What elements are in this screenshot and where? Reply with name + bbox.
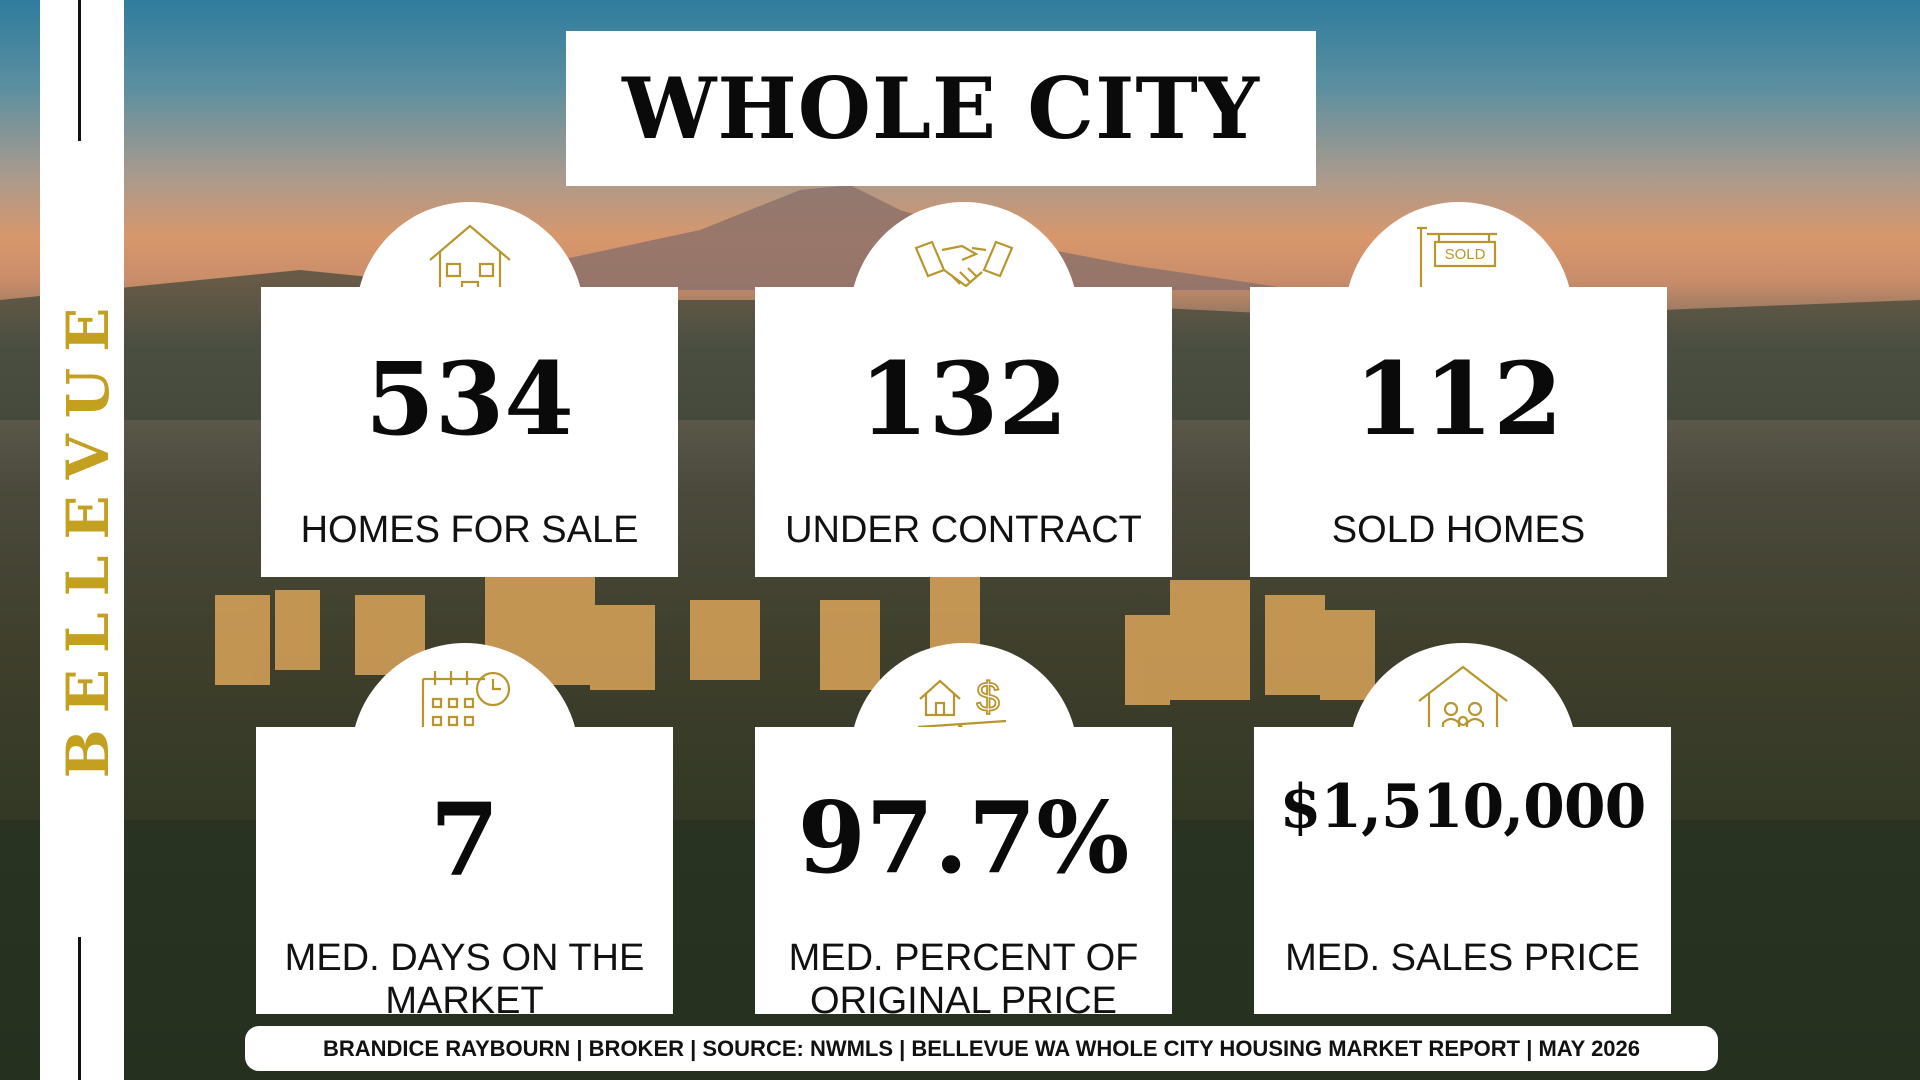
side-band [40, 0, 124, 1080]
stat-label: MED. PERCENT OF ORIGINAL PRICE [788, 937, 1139, 1022]
stat-label: HOMES FOR SALE [300, 509, 639, 551]
stat-card: $ 97.7% MED. PERCENT OF ORIGINAL PRICE [755, 643, 1172, 1022]
card-body: 132 UNDER CONTRACT [755, 287, 1172, 577]
stat-label: MED. SALES PRICE [1285, 937, 1640, 979]
price-scale-icon: $ [917, 672, 1006, 739]
divider [78, 937, 81, 1080]
card-body: 112 SOLD HOMES [1250, 287, 1667, 577]
title: WHOLE CITY [622, 59, 1260, 158]
stat-value: 132 [859, 340, 1068, 458]
stat-card: $1,510,000 MED. SALES PRICE [1254, 643, 1671, 1014]
card-body: 534 HOMES FOR SALE [261, 287, 678, 577]
stat-value: 112 [1354, 340, 1563, 458]
card-body: 7 MED. DAYS ON THE MARKET [256, 727, 673, 1022]
stat-card: 132 UNDER CONTRACT [755, 202, 1172, 577]
card-body: $1,510,000 MED. SALES PRICE [1254, 727, 1671, 1014]
icon-glyph: $ [976, 673, 999, 720]
stat-value: 97.7% [797, 781, 1130, 896]
title-box: WHOLE CITY [566, 31, 1316, 186]
stat-card: SOLD 112 SOLD HOMES [1250, 202, 1667, 577]
handshake-icon [914, 240, 1013, 288]
side-label: BELLEVUE [54, 291, 122, 779]
icon-glyph: SOLD [1444, 246, 1485, 263]
divider [78, 0, 81, 141]
stat-label: UNDER CONTRACT [785, 509, 1142, 551]
footer: BRANDICE RAYBOURN | BROKER | SOURCE: NWM… [245, 1026, 1718, 1071]
stat-label: SOLD HOMES [1331, 509, 1586, 551]
stat-value: 534 [365, 340, 574, 458]
stat-value: 7 [429, 781, 500, 899]
stat-value: $1,510,000 [1279, 772, 1647, 842]
stat-card: 534 HOMES FOR SALE [261, 202, 678, 577]
stat-card: 7 MED. DAYS ON THE MARKET [256, 643, 673, 1022]
card-body: 97.7% MED. PERCENT OF ORIGINAL PRICE [755, 727, 1172, 1022]
sold-sign-icon: SOLD [1416, 226, 1497, 306]
stat-label: MED. DAYS ON THE MARKET [284, 937, 645, 1022]
